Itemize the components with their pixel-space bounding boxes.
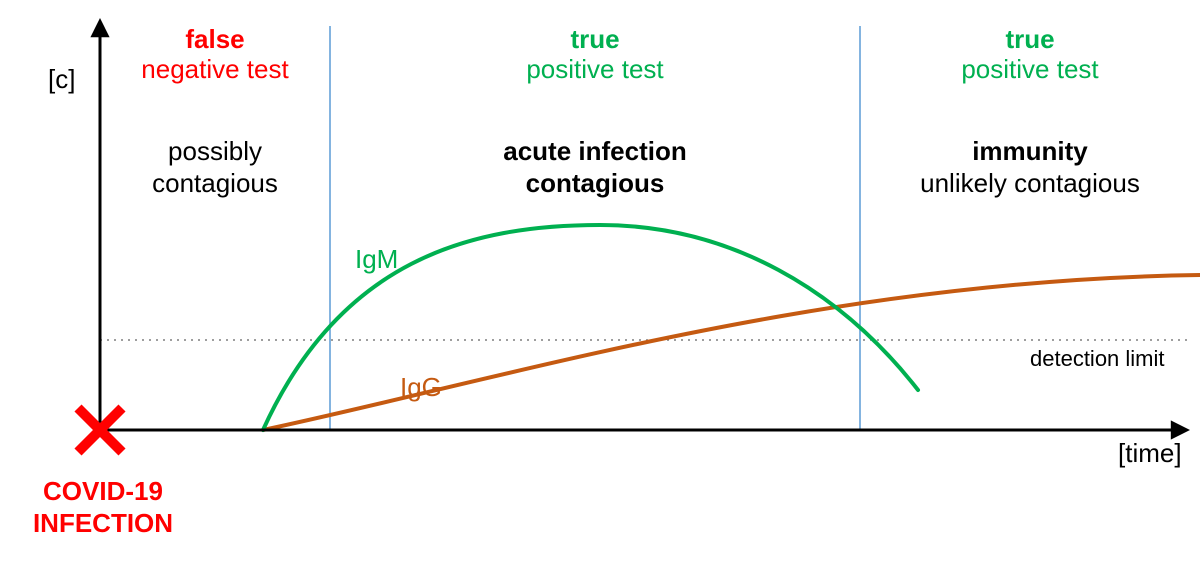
phase-2-desc2: unlikely contagious xyxy=(920,168,1140,198)
phase-0-result: false xyxy=(185,24,244,54)
phase-2-result-sub: positive test xyxy=(961,54,1099,84)
phase-1-result: true xyxy=(570,24,619,54)
igm-label: IgM xyxy=(355,244,398,274)
infection-label-1: COVID-19 xyxy=(43,476,163,506)
phase-2-result: true xyxy=(1005,24,1054,54)
y-axis-label: [c] xyxy=(48,64,75,94)
phase-1-desc1: acute infection xyxy=(503,136,686,166)
detection-limit-label: detection limit xyxy=(1030,346,1165,371)
igg-label: IgG xyxy=(400,372,442,402)
phase-0-desc1: possibly xyxy=(168,136,262,166)
x-axis-label: [time] xyxy=(1118,438,1182,468)
phase-2-desc1: immunity xyxy=(972,136,1088,166)
phase-1-result-sub: positive test xyxy=(526,54,664,84)
phase-0-result-sub: negative test xyxy=(141,54,289,84)
diagram-svg: detection limit IgM IgG [c] [time] falsenegat… xyxy=(0,0,1200,568)
phase-1-desc2: contagious xyxy=(526,168,665,198)
phase-0-desc2: contagious xyxy=(152,168,278,198)
infection-label-2: INFECTION xyxy=(33,508,173,538)
